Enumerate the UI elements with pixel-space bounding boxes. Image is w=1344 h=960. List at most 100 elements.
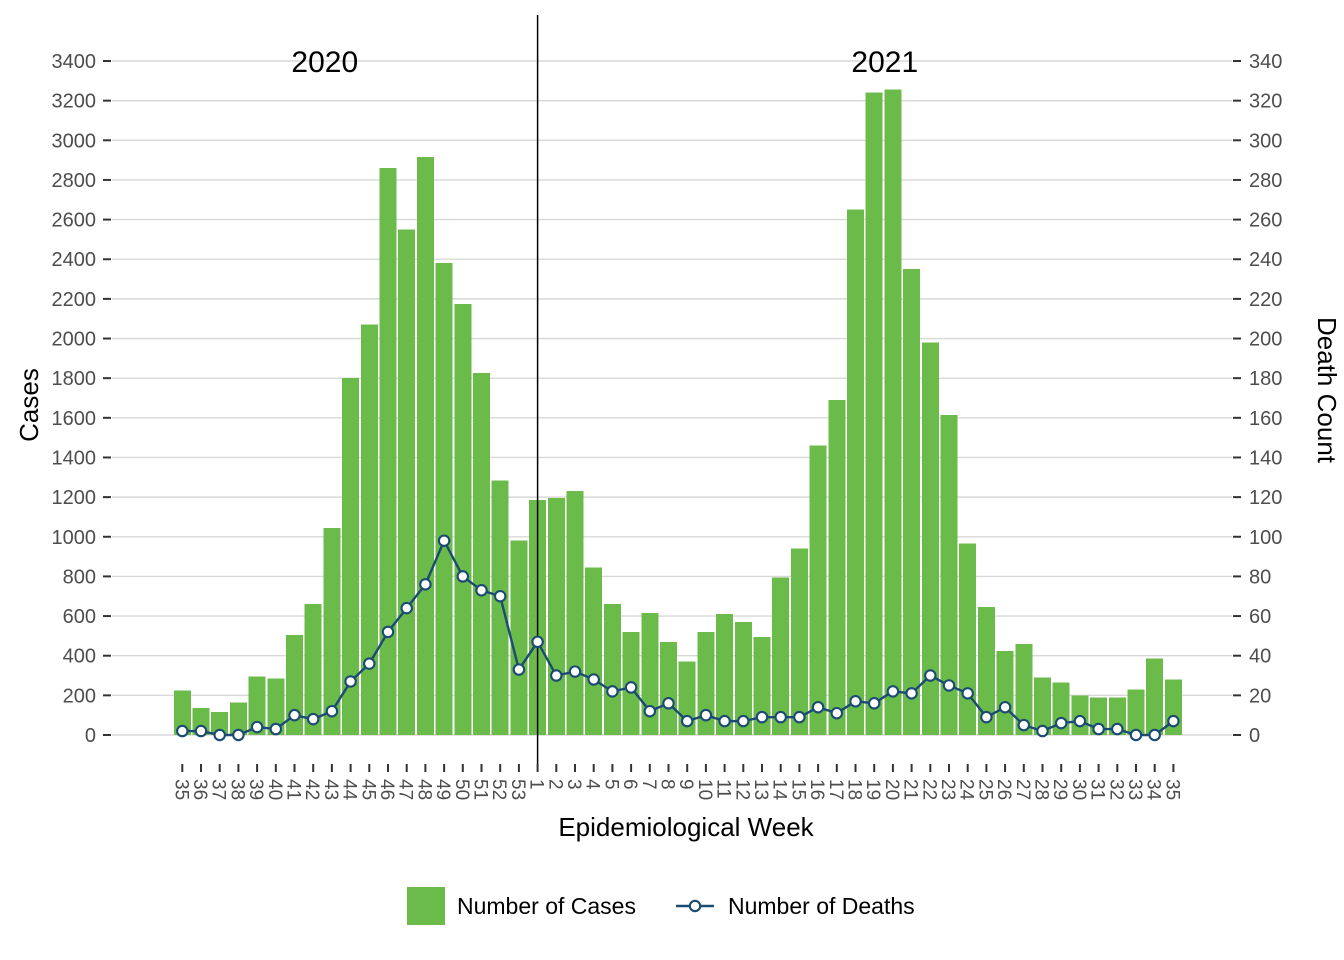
cases-bar-week-34 [1146, 658, 1164, 735]
x-axis-tick-label: 19 [862, 779, 883, 800]
left-axis-tick-label: 800 [63, 566, 96, 588]
right-axis-tick-label: 240 [1249, 249, 1282, 271]
deaths-point-week-46 [381, 625, 395, 639]
left-axis-tick-label: 3400 [52, 51, 97, 73]
x-axis-tick-label: 15 [787, 779, 808, 800]
cases-bar-week-19 [865, 92, 883, 735]
deaths-point-week-5 [606, 685, 619, 698]
x-axis-tick-label: 12 [731, 779, 752, 800]
deaths-point-week-29 [1054, 716, 1068, 730]
x-axis-tick-label: 38 [226, 779, 247, 800]
x-axis-tick-label: 11 [713, 779, 734, 799]
x-axis-tick-label: 2 [544, 779, 565, 790]
cases-bar-week-47 [398, 229, 416, 735]
left-axis-tick-label: 200 [63, 685, 96, 707]
cases-bar-week-23 [940, 414, 958, 735]
deaths-point-week-45 [363, 657, 376, 670]
cases-bar-week-2 [547, 498, 565, 735]
cases-bar-week-28 [1034, 677, 1051, 735]
x-axis-tick-label: 47 [395, 779, 416, 800]
deaths-point-week-19 [867, 697, 881, 710]
left-axis-tick-label: 2200 [52, 289, 97, 311]
right-axis-tick-label: 20 [1249, 685, 1271, 707]
deaths-point-week-33 [1129, 728, 1143, 742]
deaths-point-week-34 [1148, 728, 1161, 742]
deaths-point-week-37 [213, 728, 226, 742]
deaths-point-week-30 [1073, 714, 1087, 728]
left-axis-tick-label: 1600 [52, 408, 97, 430]
cases-bar-week-48 [416, 157, 434, 736]
deaths-point-week-39 [250, 720, 264, 734]
cases-bar-week-5 [603, 604, 621, 735]
deaths-point-week-47 [400, 601, 413, 615]
x-axis-tick-label: 36 [189, 779, 210, 800]
cases-bar-week-41 [286, 634, 303, 735]
x-axis-tick-label: 53 [507, 779, 528, 800]
right-axis-tick-label: 60 [1249, 606, 1271, 628]
deaths-point-week-32 [1111, 722, 1124, 736]
left-axis-tick-label: 3200 [52, 91, 97, 113]
x-axis-tick-label: 50 [451, 779, 472, 800]
right-axis-tick-label: 120 [1249, 487, 1282, 509]
right-axis-tick-label: 180 [1249, 368, 1282, 390]
cases-bar-week-43 [323, 527, 341, 735]
x-axis-tick-label: 7 [638, 779, 659, 790]
x-axis-tick-label: 3 [563, 779, 584, 790]
deaths-point-week-23 [942, 679, 956, 692]
x-axis-tick-label: 25 [974, 779, 995, 800]
x-axis-tick-label: 31 [1087, 779, 1108, 800]
deaths-point-week-8 [662, 697, 675, 710]
cases-bar-week-33 [1127, 689, 1145, 735]
x-axis-tick-label: 5 [600, 779, 621, 790]
year-label-2021: 2021 [851, 46, 918, 79]
cases-bar-week-38 [229, 702, 247, 735]
x-axis-title: Epidemiological Week [558, 812, 814, 842]
deaths-point-week-20 [886, 685, 900, 698]
cases-bar-week-14 [772, 577, 790, 735]
right-axis-tick-label: 280 [1249, 170, 1282, 192]
deaths-point-week-21 [905, 687, 918, 700]
x-axis-tick-label: 9 [675, 779, 696, 790]
deaths-point-week-9 [680, 714, 694, 728]
x-axis-tick-label: 21 [900, 779, 921, 800]
x-axis-tick-label: 40 [264, 779, 285, 800]
right-axis-tick-label: 200 [1249, 329, 1282, 351]
cases-bar-week-10 [697, 631, 715, 735]
cases-bar-week-18 [847, 209, 864, 736]
cases-bar-week-12 [734, 622, 752, 735]
legend-cases-label: Number of Cases [457, 893, 636, 919]
right-axis-tick-label: 340 [1249, 51, 1282, 73]
x-axis-tick-label: 26 [993, 779, 1014, 800]
cases-bar-week-52 [491, 480, 509, 735]
cases-bar-week-4 [585, 567, 603, 735]
x-axis-tick-label: 28 [1031, 779, 1052, 800]
x-axis-tick-label: 48 [413, 779, 434, 800]
left-axis-tick-label: 1800 [52, 368, 97, 390]
cases-bar-week-35 [173, 690, 191, 735]
x-axis-tick-label: 1 [526, 779, 547, 790]
cases-bar-week-39 [248, 676, 266, 735]
cases-bar-week-51 [473, 373, 490, 735]
x-axis-tick-label: 41 [283, 779, 304, 800]
x-axis-tick-label: 13 [750, 779, 771, 800]
deaths-point-week-2 [550, 669, 563, 682]
cases-bar-week-22 [921, 342, 939, 735]
legend-deaths-key-marker [688, 899, 702, 913]
cases-bar-week-8 [660, 641, 677, 735]
cases-bar-week-16 [809, 445, 827, 735]
deaths-point-week-53 [512, 663, 526, 676]
left-axis-tick-label: 2000 [52, 329, 97, 351]
deaths-point-week-35 [1167, 714, 1180, 728]
cases-bar-week-42 [304, 604, 322, 735]
cases-bar-week-25 [977, 607, 995, 735]
cases-bar-week-13 [753, 636, 771, 735]
x-axis-tick-label: 45 [357, 779, 378, 800]
left-axis-tick-label: 1200 [52, 487, 97, 509]
deaths-point-week-40 [269, 722, 283, 736]
left-axis-title: Cases [14, 368, 44, 442]
deaths-point-week-7 [643, 704, 657, 718]
x-axis-tick-label: 17 [825, 779, 846, 800]
left-axis-tick-label: 0 [85, 725, 96, 747]
deaths-point-week-12 [737, 714, 750, 728]
